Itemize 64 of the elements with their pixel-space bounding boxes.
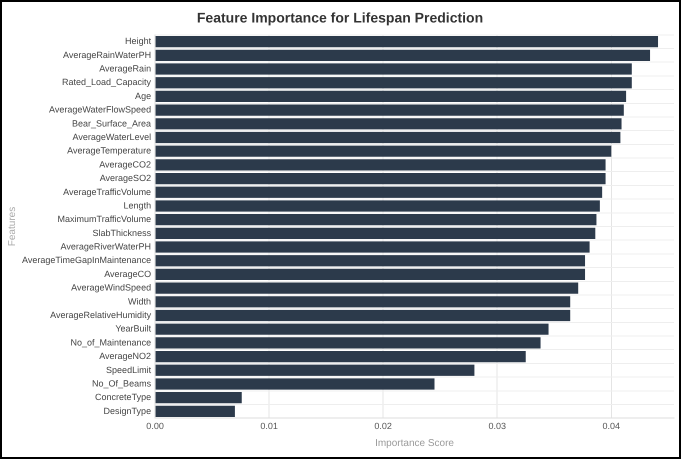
- bar: [156, 282, 578, 294]
- bar: [156, 214, 596, 226]
- y-tick-label: AverageTemperature: [67, 146, 152, 156]
- y-axis-title: Features: [6, 206, 18, 246]
- bar: [156, 63, 632, 75]
- y-tick-label: AverageRainWaterPH: [63, 50, 152, 60]
- x-tick-label: 0.03: [488, 421, 506, 432]
- bar: [156, 132, 620, 144]
- bar: [156, 146, 612, 157]
- y-tick-label: Bear_Surface_Area: [72, 118, 152, 128]
- bar: [156, 378, 434, 390]
- x-tick-label: 0.00: [146, 421, 164, 432]
- bar: [156, 350, 526, 362]
- bar: [156, 392, 242, 404]
- bar: [156, 90, 626, 102]
- bar: [156, 200, 600, 212]
- y-tick-label: AverageWaterFlowSpeed: [49, 104, 152, 115]
- y-tick-label: AverageCO: [104, 268, 152, 279]
- y-tick-label: Height: [125, 36, 152, 46]
- bar: [156, 104, 624, 116]
- x-tick-label: 0.01: [260, 421, 278, 432]
- y-tick-label: No_Of_Beams: [92, 378, 152, 388]
- y-tick-label: AverageWindSpeed: [71, 282, 152, 293]
- x-axis-title: Importance Score: [375, 438, 454, 449]
- x-tick-label: 0.04: [602, 421, 620, 432]
- y-tick-label: ConcreteType: [95, 392, 152, 402]
- bar: [156, 255, 586, 266]
- bar: [156, 364, 474, 376]
- bar: [156, 268, 586, 280]
- y-tick-label: DesignType: [104, 406, 152, 416]
- y-tick-label: Rated_Load_Capacity: [62, 77, 152, 88]
- y-tick-label: Length: [124, 200, 152, 210]
- y-tick-label: SpeedLimit: [106, 364, 152, 375]
- bar: [156, 159, 606, 170]
- y-tick-label: AverageNO2: [99, 351, 152, 362]
- y-tick-label: AverageRiverWaterPH: [60, 242, 152, 252]
- y-tick-label: Age: [135, 90, 152, 101]
- y-tick-label: SlabThickness: [92, 228, 152, 238]
- y-tick-label: AverageTrafficVolume: [63, 186, 152, 197]
- bar: [156, 228, 596, 239]
- y-tick-label: AverageTimeGapInMaintenance: [22, 255, 152, 266]
- bar: [156, 118, 622, 130]
- bar: [156, 337, 541, 349]
- bar: [156, 77, 632, 88]
- y-tick-label: Width: [128, 296, 152, 306]
- y-tick-label: MaximumTrafficVolume: [58, 214, 152, 224]
- y-tick-label: AverageRelativeHumidity: [50, 310, 152, 320]
- bar: [156, 186, 602, 198]
- bar: [156, 50, 650, 61]
- y-tick-label: AverageCO2: [99, 159, 152, 170]
- y-tick-label: AverageRain: [99, 64, 152, 74]
- bar: [156, 324, 549, 335]
- bar: [156, 310, 570, 322]
- x-tick-label: 0.02: [374, 421, 392, 432]
- y-tick-label: YearBuilt: [115, 324, 152, 334]
- bar: [156, 296, 570, 308]
- bar: [156, 406, 235, 417]
- y-tick-label: AverageWaterLevel: [72, 132, 152, 142]
- bar: [156, 241, 590, 253]
- y-tick-label: No_of_Maintenance: [70, 337, 152, 348]
- bar: [156, 172, 606, 184]
- bar: [156, 36, 658, 48]
- chart-title: Feature Importance for Lifespan Prediction: [196, 9, 484, 26]
- y-tick-label: AverageSO2: [100, 173, 152, 184]
